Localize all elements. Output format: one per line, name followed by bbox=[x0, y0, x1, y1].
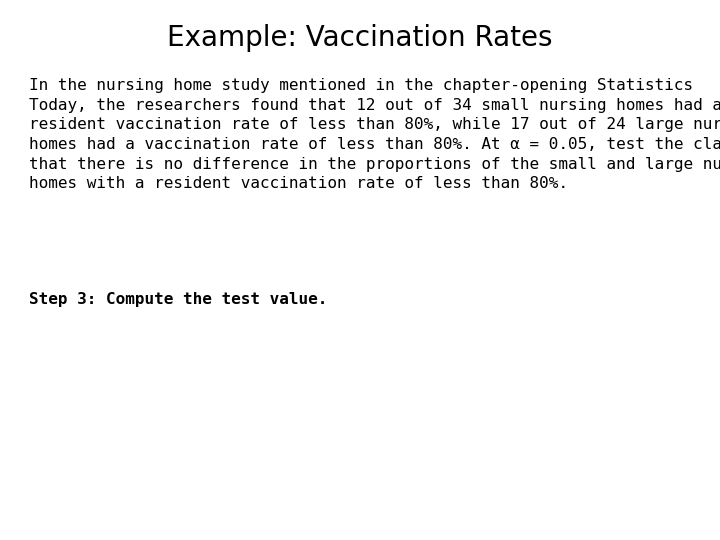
Text: In the nursing home study mentioned in the chapter-opening Statistics
Today, the: In the nursing home study mentioned in t… bbox=[29, 78, 720, 191]
Text: Step 3: Compute the test value.: Step 3: Compute the test value. bbox=[29, 292, 327, 307]
Text: Example: Vaccination Rates: Example: Vaccination Rates bbox=[167, 24, 553, 52]
